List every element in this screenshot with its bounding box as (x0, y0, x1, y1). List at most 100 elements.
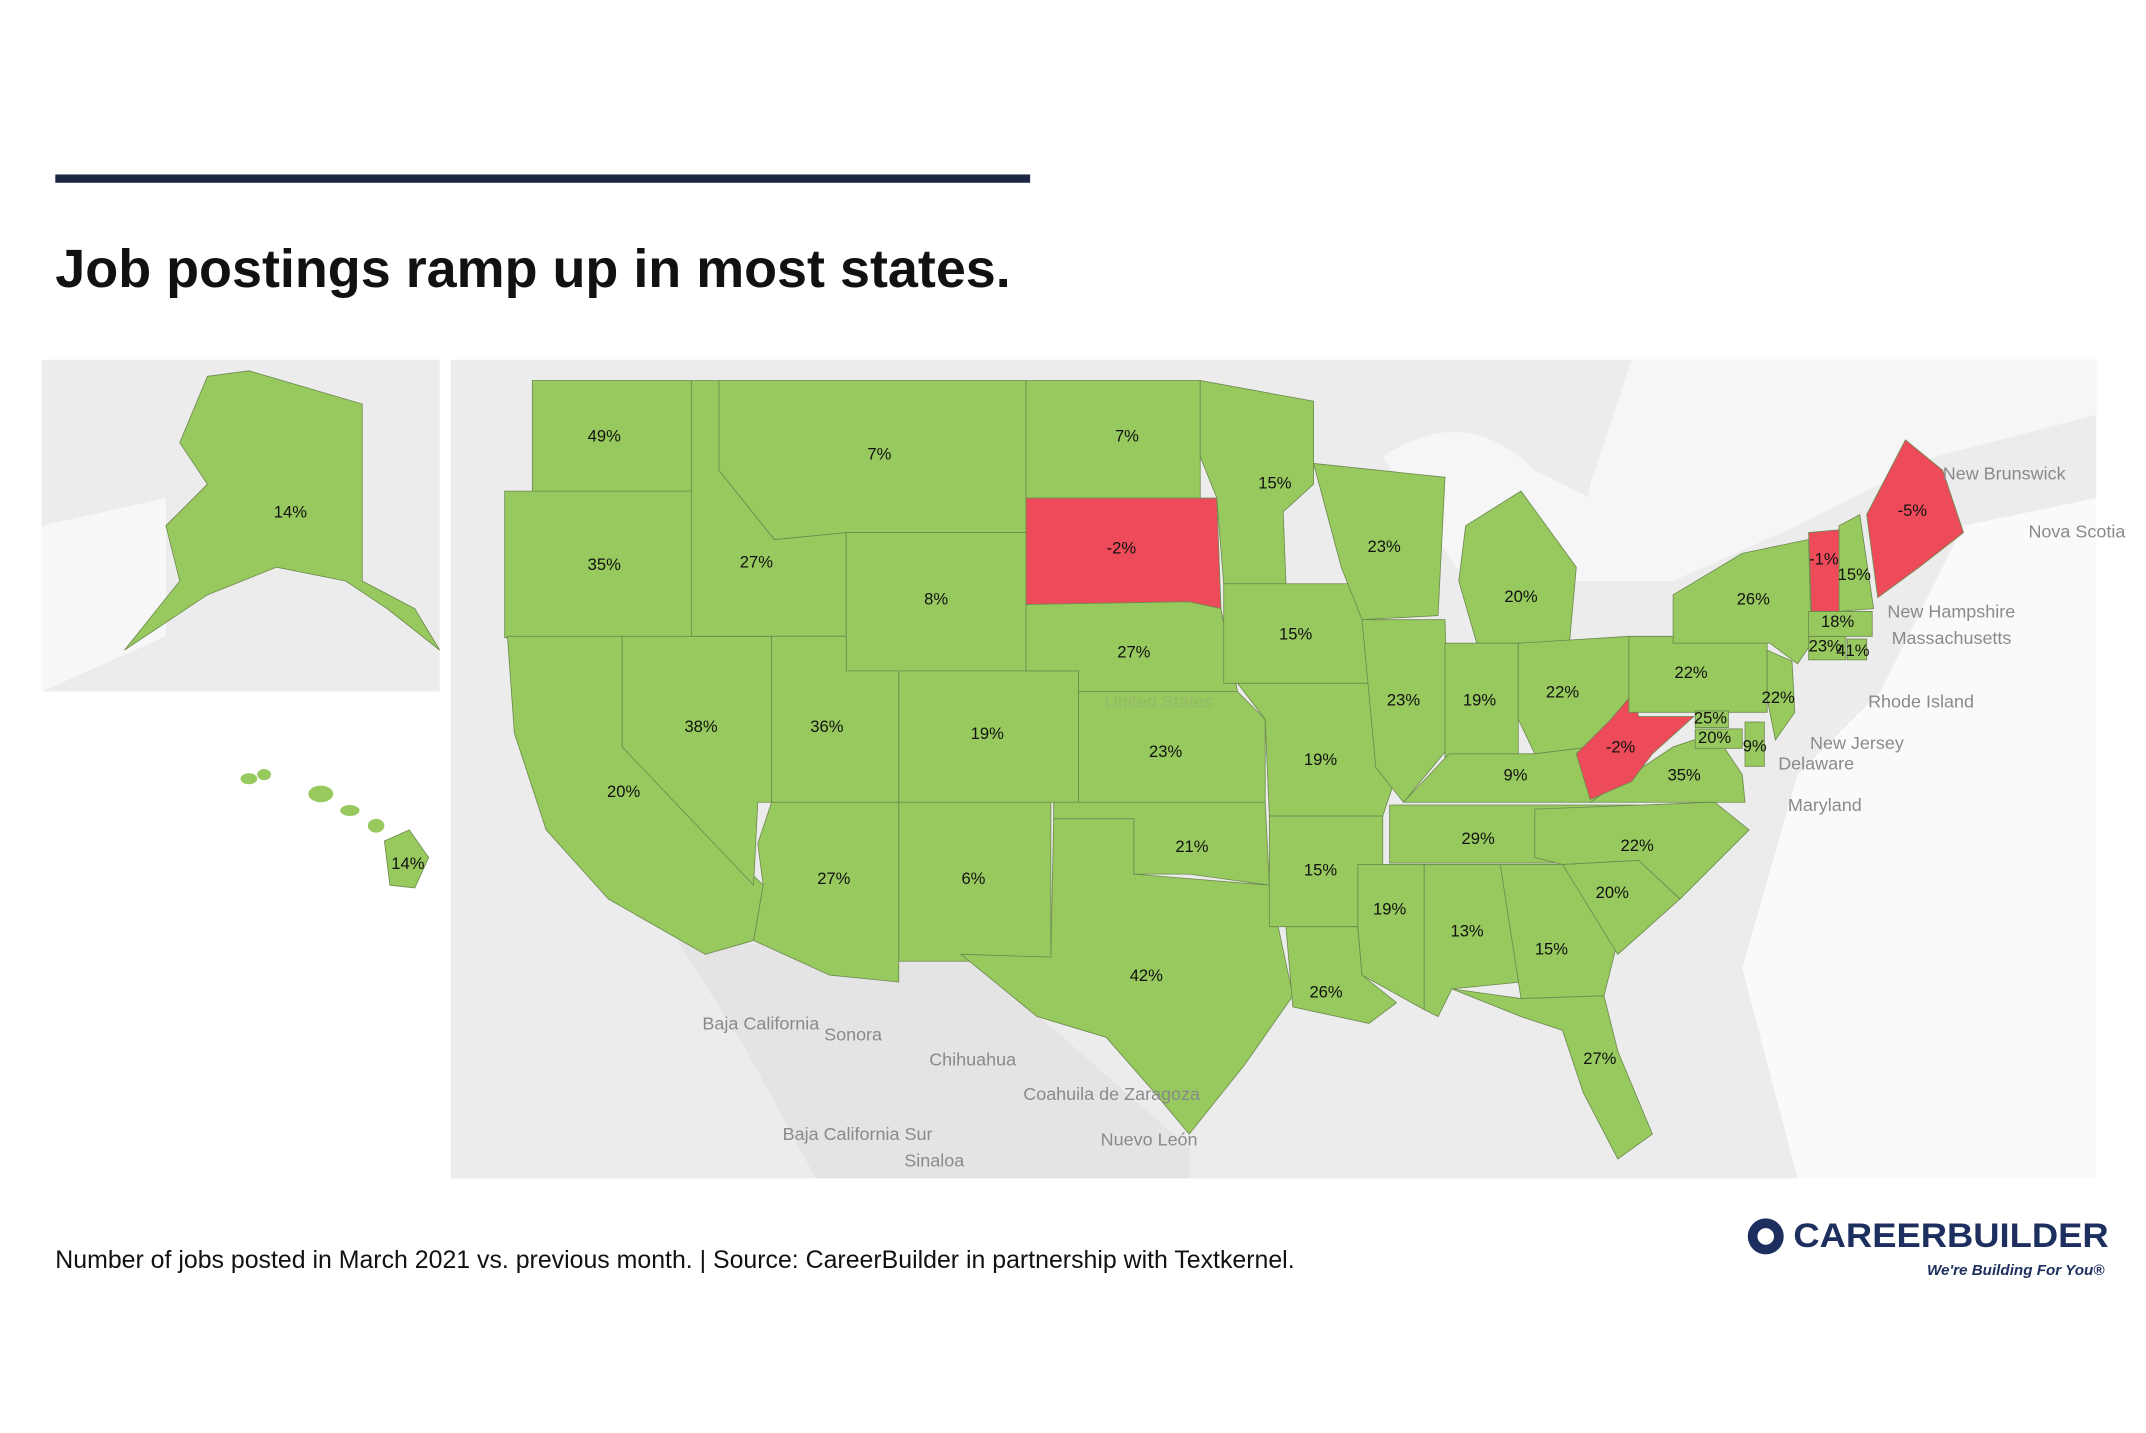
basemap-label: Coahuila de Zaragoza (1023, 1084, 1200, 1104)
hawaii-islands (240, 769, 385, 833)
state-region (1672, 539, 1812, 665)
state-region (1808, 529, 1840, 612)
basemap-label: Rhode Island (1868, 691, 1974, 711)
state-value-label: 23% (1809, 637, 1842, 656)
state-value-label: 19% (1304, 750, 1337, 769)
state-value-label: -2% (1107, 539, 1137, 558)
state-value-label: 9% (1503, 765, 1527, 784)
state-region (1534, 801, 1750, 900)
state-value-label: 6% (961, 869, 985, 888)
state-region (1866, 439, 1964, 599)
state-region (1846, 638, 1868, 661)
state-value-label: 36% (810, 717, 843, 736)
basemap-label: Sonora (824, 1025, 882, 1045)
basemap-label: Chihuahua (929, 1050, 1016, 1070)
logo-tagline: We're Building For You® (1927, 1262, 2105, 1279)
basemap-label: Baja California (702, 1014, 819, 1034)
state-region (1025, 380, 1201, 499)
state-value-label: 35% (1668, 765, 1701, 784)
state-value-label: 20% (1504, 587, 1537, 606)
state-value-label: 25% (1694, 709, 1727, 728)
state-value-label: 14% (274, 503, 307, 522)
state-region (383, 829, 430, 889)
state-value-label: 22% (1674, 663, 1707, 682)
water (1382, 359, 2097, 581)
state-region (1357, 864, 1425, 1011)
state-value-label: 23% (1387, 691, 1420, 710)
basemap-label: Nuevo León (1101, 1130, 1198, 1150)
basemap-label: New Jersey (1810, 733, 1904, 753)
state-value-label: 42% (1130, 966, 1163, 985)
states (124, 370, 1964, 1160)
basemap-label: Massachusetts (1892, 628, 2012, 648)
title: Job postings ramp up in most states. (55, 239, 1010, 299)
state-region (1744, 721, 1765, 767)
state-value-label: 20% (607, 782, 640, 801)
state-value-label: 23% (1149, 742, 1182, 761)
state-value-label: 35% (588, 555, 621, 574)
state-value-label: 8% (924, 590, 948, 609)
basemap-label: Baja California Sur (783, 1124, 933, 1144)
state-region (1766, 649, 1796, 742)
basemap-label: New Brunswick (1943, 463, 2067, 483)
state-region (1575, 690, 1695, 801)
state-region (124, 370, 441, 651)
state-region (1078, 691, 1266, 803)
state-value-label: 22% (1546, 682, 1579, 701)
state-value-label: 21% (1175, 837, 1208, 856)
state-value-label: 29% (1462, 829, 1495, 848)
island (367, 818, 385, 833)
state-value-label: 27% (1583, 1049, 1616, 1068)
state-value-label: 7% (1115, 427, 1139, 446)
state-value-label: -1% (1809, 550, 1839, 569)
basemap-label: Maryland (1788, 795, 1862, 815)
labels: 14% 14% 49% 35% 20% 38% 27% 7% 8% 36% 19% 27% 6% 7% -2… (274, 427, 2126, 1171)
state-value-label: 9% (1743, 736, 1767, 755)
logo-mark-inner (1757, 1228, 1775, 1245)
basemap-label: New Hampshire (1887, 602, 2015, 622)
logo: CAREERBUILDER We're Building For You® (1747, 1217, 2109, 1279)
state-value-label: 15% (1304, 861, 1337, 880)
state-region (1808, 610, 1873, 637)
basemap-label: Nova Scotia (2028, 521, 2125, 541)
state-region (1694, 710, 1729, 728)
state-region (1499, 864, 1619, 1000)
basemap-label: Sinaloa (904, 1150, 964, 1170)
basemap-label: Delaware (1778, 754, 1854, 774)
state-value-label: 22% (1621, 836, 1654, 855)
logo-name: CAREERBUILDER (1793, 1217, 2108, 1255)
state-region (1451, 988, 1653, 1160)
state-value-label: 38% (684, 717, 717, 736)
state-region (1694, 728, 1743, 749)
state-value-label: 27% (1117, 642, 1150, 661)
state-value-label: 13% (1450, 922, 1483, 941)
state-value-label: 22% (1762, 688, 1795, 707)
state-value-label: 27% (817, 869, 850, 888)
caption: Number of jobs posted in March 2021 vs. … (55, 1246, 1294, 1274)
state-value-label: 49% (588, 427, 621, 446)
state-value-label: 41% (1836, 641, 1869, 660)
state-value-label: 18% (1821, 612, 1854, 631)
state-value-label: 19% (1463, 691, 1496, 710)
title-rule (55, 174, 1031, 183)
island (340, 804, 360, 817)
state-value-label: 15% (1279, 624, 1312, 643)
basemap-label: United States (1105, 691, 1213, 711)
state-value-label: -5% (1898, 501, 1928, 520)
island (240, 773, 258, 785)
state-value-label: -2% (1606, 738, 1636, 757)
state-value-label: 20% (1596, 883, 1629, 902)
state-value-label: 26% (1309, 982, 1342, 1001)
state-value-label: 15% (1535, 940, 1568, 959)
state-value-label: 19% (1373, 899, 1406, 918)
state-value-label: 19% (971, 724, 1004, 743)
state-region (1313, 462, 1446, 621)
state-value-label: 20% (1698, 728, 1731, 747)
state-value-label: 26% (1737, 590, 1770, 609)
state-value-label: 15% (1258, 474, 1291, 493)
island (257, 769, 272, 781)
island (308, 785, 334, 803)
state-value-label: 7% (867, 445, 891, 464)
state-value-label: 27% (740, 552, 773, 571)
